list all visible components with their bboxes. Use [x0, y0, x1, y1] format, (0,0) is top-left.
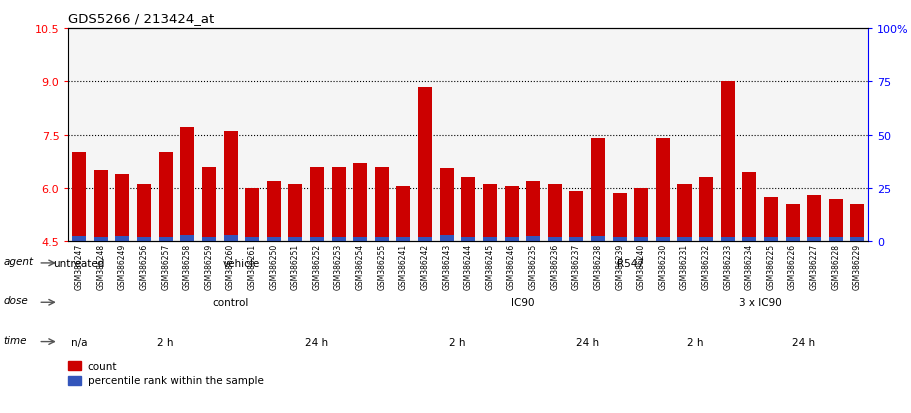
Text: 3 x IC90: 3 x IC90 — [738, 297, 781, 308]
Bar — [159, 237, 172, 242]
Bar — [482, 185, 496, 242]
Text: untreated: untreated — [54, 258, 105, 268]
Bar — [180, 235, 194, 242]
Bar — [72, 153, 87, 242]
Bar — [310, 237, 323, 242]
Bar — [590, 236, 604, 242]
Bar — [612, 194, 626, 242]
Bar — [482, 237, 496, 242]
Bar — [223, 132, 237, 242]
Bar — [526, 236, 539, 242]
Bar — [655, 237, 670, 242]
Bar — [94, 171, 107, 242]
Bar — [116, 174, 129, 242]
Bar — [461, 237, 475, 242]
Bar — [94, 237, 107, 242]
Text: 24 h: 24 h — [791, 337, 814, 347]
Bar — [784, 204, 799, 242]
Bar — [332, 237, 345, 242]
Bar — [742, 173, 755, 242]
Bar — [396, 187, 410, 242]
Bar — [806, 237, 820, 242]
Bar — [245, 237, 259, 242]
Text: 24 h: 24 h — [575, 337, 599, 347]
Text: 2 h: 2 h — [686, 337, 702, 347]
Bar — [439, 169, 454, 242]
Bar — [526, 181, 539, 242]
Bar — [461, 178, 475, 242]
Bar — [417, 88, 432, 242]
Bar — [353, 164, 367, 242]
Bar — [548, 237, 561, 242]
Bar — [201, 237, 216, 242]
Bar — [159, 153, 172, 242]
Text: R547: R547 — [616, 258, 643, 268]
Bar — [742, 237, 755, 242]
Bar — [699, 237, 712, 242]
Text: 24 h: 24 h — [305, 337, 328, 347]
Bar — [806, 195, 820, 242]
Bar — [763, 237, 777, 242]
Text: n/a: n/a — [71, 337, 87, 347]
Bar — [374, 237, 388, 242]
Bar — [180, 128, 194, 242]
Bar — [310, 167, 323, 242]
Bar — [612, 237, 626, 242]
Bar — [374, 167, 388, 242]
Bar — [201, 167, 216, 242]
Bar — [828, 199, 842, 242]
Bar — [548, 185, 561, 242]
Bar — [849, 204, 864, 242]
Bar — [784, 237, 799, 242]
Bar — [568, 237, 583, 242]
Text: control: control — [212, 297, 249, 308]
Bar — [504, 237, 518, 242]
Bar — [288, 185, 302, 242]
Bar — [720, 82, 734, 242]
Bar — [677, 185, 691, 242]
Bar — [68, 376, 81, 385]
Text: dose: dose — [3, 296, 28, 306]
Bar — [699, 178, 712, 242]
Bar — [72, 237, 87, 242]
Bar — [504, 187, 518, 242]
Bar — [763, 197, 777, 242]
Text: time: time — [3, 335, 26, 345]
Bar — [828, 237, 842, 242]
Text: percentile rank within the sample: percentile rank within the sample — [87, 375, 263, 385]
Bar — [137, 237, 151, 242]
Text: IC90: IC90 — [510, 297, 534, 308]
Text: GDS5266 / 213424_at: GDS5266 / 213424_at — [68, 12, 214, 25]
Bar — [116, 236, 129, 242]
Bar — [655, 139, 670, 242]
Bar — [720, 237, 734, 242]
Bar — [288, 237, 302, 242]
Bar — [245, 188, 259, 242]
Bar — [137, 185, 151, 242]
Bar — [439, 235, 454, 242]
Bar — [849, 237, 864, 242]
Bar — [590, 139, 604, 242]
Bar — [332, 167, 345, 242]
Text: count: count — [87, 361, 117, 371]
Bar — [396, 237, 410, 242]
Bar — [677, 237, 691, 242]
Bar — [353, 237, 367, 242]
Text: 2 h: 2 h — [158, 337, 174, 347]
Bar — [266, 181, 281, 242]
Text: 2 h: 2 h — [449, 337, 466, 347]
Text: vehicle: vehicle — [222, 258, 260, 268]
Bar — [417, 237, 432, 242]
Bar — [266, 237, 281, 242]
Bar — [223, 235, 237, 242]
Bar — [633, 188, 648, 242]
Bar — [68, 362, 81, 370]
Bar — [568, 192, 583, 242]
Text: agent: agent — [3, 256, 34, 266]
Bar — [633, 237, 648, 242]
